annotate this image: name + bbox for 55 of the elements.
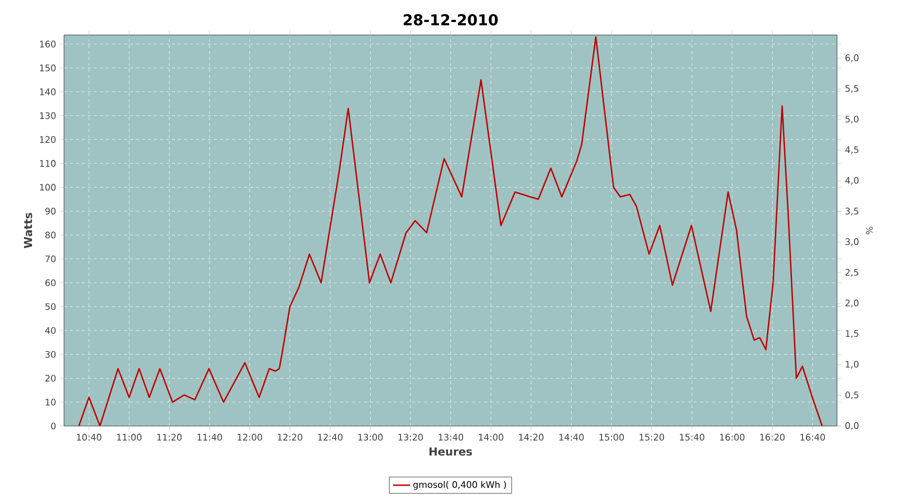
y-tick-label: 120 [40, 136, 56, 143]
x-tick-label: 11:20 [157, 434, 182, 441]
legend-label: gmosol( 0,400 kWh ) [413, 481, 506, 490]
y2-tick-label: 0,5 [845, 391, 858, 400]
x-tick-label: 12:00 [238, 434, 262, 441]
y-tick-label: 150 [40, 64, 56, 72]
y2-tick-label: 0,0 [845, 422, 859, 430]
x-tick-label: 12:20 [278, 434, 302, 441]
y2-tick-label: 5,0 [846, 116, 859, 124]
y2-tick-label: 1,5 [846, 330, 858, 338]
x-tick-label: 13:40 [438, 434, 464, 441]
y2-tick-label: 2,5 [845, 268, 858, 277]
chart-title: 28-12-2010 [404, 14, 498, 26]
y-tick-label: 60 [45, 279, 56, 286]
x-tick-label: 16:20 [760, 434, 785, 441]
x-tick-label: 16:00 [720, 434, 744, 441]
x-tick-label: 15:20 [640, 434, 664, 441]
y-tick-label: 80 [45, 232, 56, 238]
y2-tick-label: 4,0 [845, 176, 859, 185]
x-tick-label: 15:40 [680, 434, 704, 441]
y2-axis-title: % [866, 226, 873, 234]
x-tick-label: 12:40 [318, 434, 343, 441]
y-tick-label: 100 [40, 184, 56, 191]
y-tick-label: 30 [45, 350, 56, 358]
y-tick-label: 40 [45, 327, 56, 334]
y2-tick-label: 3,0 [846, 238, 859, 246]
y-tick-label: 10 [46, 398, 56, 406]
x-tick-label: 10:40 [76, 434, 102, 441]
y-axis-title: Watts [24, 212, 32, 248]
y-tick-label: 70 [45, 255, 56, 262]
y-tick-label: 160 [40, 40, 56, 48]
x-tick-label: 11:40 [198, 434, 222, 441]
y-tick-label: 130 [40, 112, 56, 120]
x-tick-label: 13:20 [398, 434, 423, 441]
y-tick-label: 110 [40, 160, 56, 167]
x-tick-label: 14:00 [478, 434, 504, 441]
x-axis-title: Heures [430, 447, 472, 456]
x-tick-label: 14:40 [559, 434, 584, 441]
x-tick-label: 16:40 [800, 434, 825, 441]
y-tick-label: 20 [45, 374, 56, 382]
y2-tick-label: 2,0 [845, 300, 859, 308]
y2-tick-label: 1,0 [846, 360, 859, 369]
x-tick-label: 14:20 [519, 434, 544, 441]
y2-tick-label: 3,5 [846, 208, 858, 216]
y-tick-label: 90 [45, 208, 56, 215]
y-tick-label: 140 [40, 88, 56, 96]
line-series [78, 36, 823, 426]
y2-tick-label: 5,5 [846, 85, 858, 93]
y2-tick-label: 4,5 [845, 146, 858, 154]
x-tick-label: 13:00 [358, 434, 383, 441]
x-tick-label: 11:00 [117, 434, 142, 441]
x-tick-label: 15:00 [600, 434, 624, 441]
y2-tick-label: 6,0 [845, 54, 859, 62]
y-tick-label: 0 [51, 422, 56, 430]
y-tick-label: 50 [45, 303, 56, 310]
